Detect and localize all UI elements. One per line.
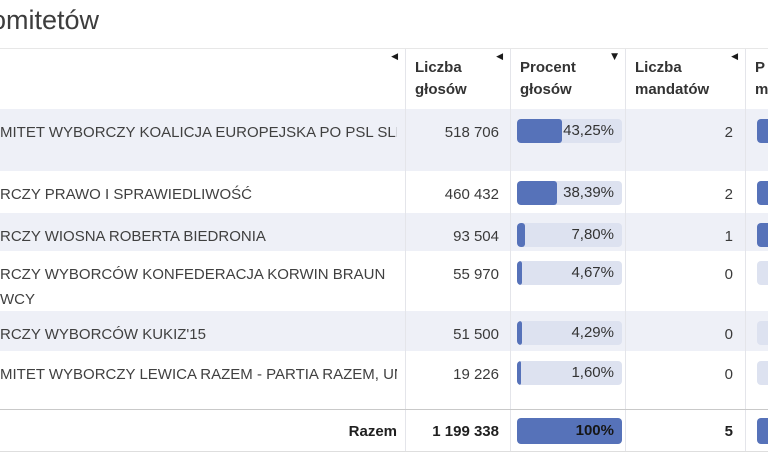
percent-bar-fill	[517, 181, 558, 205]
sort-icon: ◀	[731, 52, 738, 62]
percent-bar: 38,39%	[517, 181, 622, 205]
column-header-liczba-mandatow[interactable]: Liczba mandatów ◀	[626, 49, 746, 109]
percent-bar-fill	[517, 261, 522, 285]
percent-bar-fill	[517, 119, 563, 143]
mandates-percent-bar	[757, 418, 768, 444]
total-label-cell: Razem	[0, 410, 406, 451]
mandates-percent-cell	[746, 251, 768, 311]
mandates-percent-bar	[757, 361, 768, 385]
column-header-procent-mandatow[interactable]: P m	[755, 59, 768, 98]
total-votes-cell: 1 199 338	[406, 410, 511, 451]
percent-cell: 7,80%	[511, 213, 626, 251]
mandates-percent-bar-fill	[757, 181, 768, 205]
percent-bar: 4,29%	[517, 321, 622, 345]
percent-bar-fill	[517, 223, 526, 247]
mandates-percent-bar	[757, 181, 768, 205]
percent-bar: 4,67%	[517, 261, 622, 285]
sort-desc-icon: ▼	[611, 52, 618, 62]
percent-cell: 43,25%	[511, 109, 626, 171]
mandates-percent-cell	[746, 351, 768, 409]
mandates-cell: 2	[626, 109, 746, 171]
committee-name-cell: RCZY WYBORCÓW KONFEDERACJA KORWIN BRAUN …	[0, 251, 406, 311]
table-total-row: Razem 1 199 338 100% 5	[0, 409, 768, 452]
results-table: ◀ Liczba głosów ◀ Procent głosów ▼ Liczb…	[0, 48, 768, 452]
results-table-viewport: ◀ Liczba głosów ◀ Procent głosów ▼ Liczb…	[0, 48, 768, 452]
percent-bar: 7,80%	[517, 223, 622, 247]
table-row: RCZY PRAWO I SPRAWIEDLIWOŚĆ 460 432 38,3…	[0, 171, 768, 213]
committee-name-cell: MITET WYBORCZY KOALICJA EUROPEJSKA PO PS…	[0, 109, 406, 171]
percent-cell: 38,39%	[511, 171, 626, 213]
mandates-percent-cell	[746, 109, 768, 171]
sort-icon: ◀	[496, 52, 503, 62]
mandates-percent-cell	[746, 311, 768, 351]
votes-cell: 19 226	[406, 351, 511, 409]
mandates-cell: 0	[626, 351, 746, 409]
committee-name-cell: MITET WYBORCZY LEWICA RAZEM - PARTIA RAZ…	[0, 351, 406, 409]
percent-bar: 1,60%	[517, 361, 622, 385]
total-percent-cell: 100%	[511, 410, 626, 451]
table-row: MITET WYBORCZY KOALICJA EUROPEJSKA PO PS…	[0, 109, 768, 171]
votes-cell: 518 706	[406, 109, 511, 171]
percent-bar-fill	[517, 361, 521, 385]
mandates-percent-bar	[757, 321, 768, 345]
votes-cell: 55 970	[406, 251, 511, 311]
mandates-percent-bar-fill	[757, 418, 768, 444]
table-header-row: ◀ Liczba głosów ◀ Procent głosów ▼ Liczb…	[0, 49, 768, 109]
sort-icon: ◀	[391, 52, 398, 62]
percent-cell: 1,60%	[511, 351, 626, 409]
page-title-clip: omitetów	[0, 0, 420, 46]
percent-cell: 4,67%	[511, 251, 626, 311]
percent-bar-fill	[517, 418, 622, 444]
column-header-procent-glosow[interactable]: Procent głosów ▼	[511, 49, 626, 109]
percent-bar: 100%	[517, 418, 622, 444]
total-mandates-cell: 5	[626, 410, 746, 451]
percent-bar: 43,25%	[517, 119, 622, 143]
percent-bar-fill	[517, 321, 522, 345]
votes-cell: 51 500	[406, 311, 511, 351]
table-row: RCZY WYBORCÓW KONFEDERACJA KORWIN BRAUN …	[0, 251, 768, 311]
page-title: omitetów	[0, 5, 100, 35]
total-mandates-percent-cell	[746, 410, 768, 451]
committee-name-cell: RCZY WIOSNA ROBERTA BIEDRONIA	[0, 213, 406, 251]
mandates-cell: 1	[626, 213, 746, 251]
table-row: RCZY WYBORCÓW KUKIZ'15 51 500 4,29% 0	[0, 311, 768, 351]
votes-cell: 460 432	[406, 171, 511, 213]
mandates-percent-bar	[757, 223, 768, 247]
mandates-percent-bar-fill	[757, 119, 768, 143]
mandates-percent-bar	[757, 119, 768, 143]
mandates-cell: 0	[626, 251, 746, 311]
mandates-percent-cell	[746, 171, 768, 213]
column-header-liczba-glosow[interactable]: Liczba głosów ◀	[406, 49, 511, 109]
column-header-committee[interactable]: ◀	[0, 49, 406, 109]
mandates-cell: 0	[626, 311, 746, 351]
committee-name-cell: RCZY PRAWO I SPRAWIEDLIWOŚĆ	[0, 171, 406, 213]
percent-cell: 4,29%	[511, 311, 626, 351]
mandates-cell: 2	[626, 171, 746, 213]
mandates-percent-bar	[757, 261, 768, 285]
mandates-percent-bar-fill	[757, 223, 768, 247]
mandates-percent-cell	[746, 213, 768, 251]
committee-name-cell: RCZY WYBORCÓW KUKIZ'15	[0, 311, 406, 351]
votes-cell: 93 504	[406, 213, 511, 251]
table-row: RCZY WIOSNA ROBERTA BIEDRONIA 93 504 7,8…	[0, 213, 768, 251]
table-row: MITET WYBORCZY LEWICA RAZEM - PARTIA RAZ…	[0, 351, 768, 409]
